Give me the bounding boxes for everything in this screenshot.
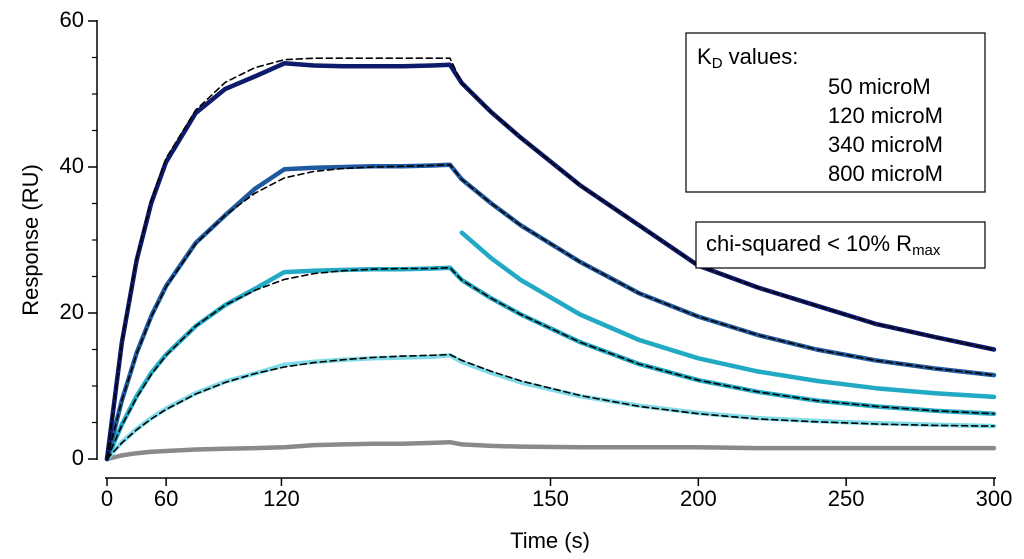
fit-line: [106, 57, 995, 460]
y-tick-label: 0: [72, 445, 84, 470]
y-tick-label: 40: [60, 153, 84, 178]
data-line: [104, 439, 997, 462]
chi-sub: max: [912, 242, 941, 259]
data-line: [104, 162, 997, 462]
x-tick-label: 200: [680, 486, 717, 511]
y-tick-label: 60: [60, 7, 84, 32]
x-tick-label: 300: [976, 486, 1013, 511]
data-line: [459, 230, 997, 400]
plot-area: [104, 57, 997, 462]
x-tick-label: 120: [263, 486, 300, 511]
kd-title-main: K: [697, 44, 712, 69]
kd-item: 340 microM: [828, 132, 943, 157]
kd-item: 50 microM: [828, 74, 931, 99]
kd-box: [685, 32, 986, 193]
y-tick-label: 20: [60, 299, 84, 324]
x-tick-label: 0: [101, 486, 113, 511]
fit-line: [106, 353, 995, 460]
x-tick-label: 250: [828, 486, 865, 511]
x-axis-title: Time (s): [510, 528, 590, 553]
chi-main: chi-squared < 10% R: [706, 231, 912, 256]
kd-item: 800 microM: [828, 161, 943, 186]
kd-title-rest: values:: [723, 44, 799, 69]
kd-item: 120 microM: [828, 103, 943, 128]
chi-box: [695, 221, 986, 269]
kd-list: 50 microM 120 microM 340 microM 800 microM: [828, 74, 943, 186]
fit-line: [106, 266, 995, 460]
y-axis-title: Response (RU): [18, 164, 43, 316]
fit-line: [106, 164, 995, 460]
x-tick-label: 150: [532, 486, 569, 511]
kd-title: KD values:: [697, 44, 798, 72]
x-tick-label: 60: [154, 486, 178, 511]
chi-text: chi-squared < 10% Rmax: [706, 231, 941, 259]
kd-title-sub: D: [712, 55, 723, 72]
